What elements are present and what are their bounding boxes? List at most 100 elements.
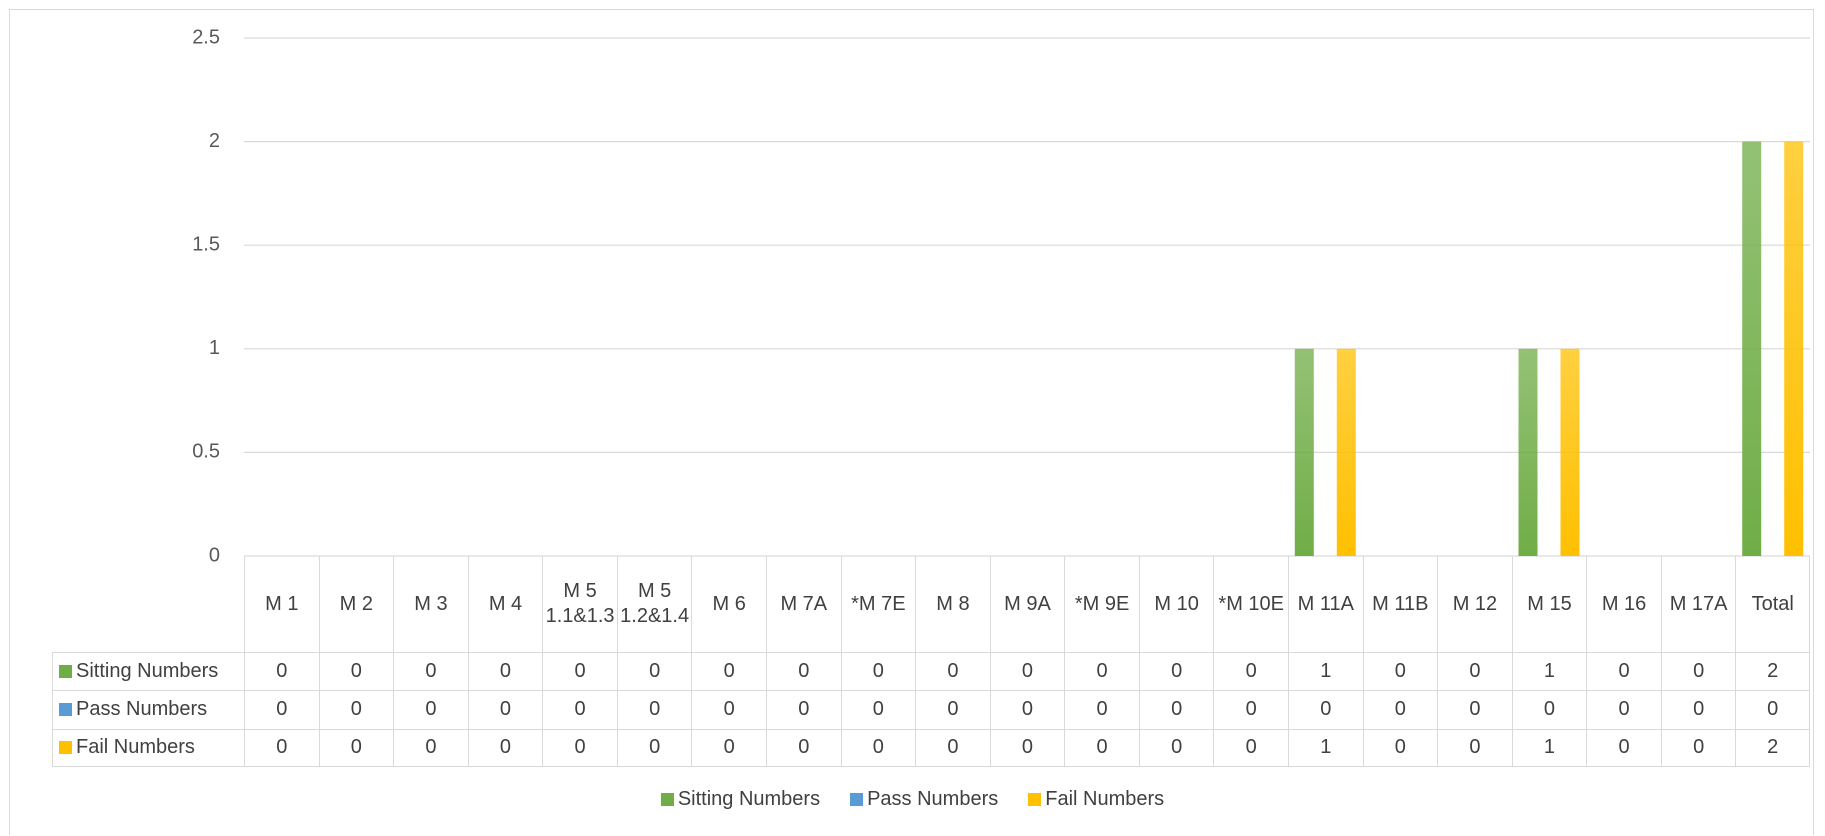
table-value: 0 (1213, 728, 1288, 767)
table-value: 0 (1064, 652, 1139, 691)
table-value: 0 (393, 690, 468, 729)
table-value: 0 (989, 690, 1065, 729)
row-label-text: Sitting Numbers (76, 660, 219, 683)
table-value: 0 (1138, 690, 1214, 729)
table-value: 0 (1660, 652, 1736, 691)
table-value: 1 (1288, 652, 1363, 691)
category-label: M 1 (244, 556, 319, 652)
table-value: 0 (393, 728, 468, 767)
category-label: M 6 (691, 556, 766, 652)
bar (1518, 348, 1538, 556)
bar (1742, 141, 1762, 556)
category-label: M 11A (1288, 556, 1363, 652)
category-label: Total (1735, 556, 1810, 652)
table-value: 0 (467, 652, 543, 691)
row-swatch (59, 665, 72, 679)
category-label: *M 9E (1064, 556, 1139, 652)
table-value: 0 (1437, 652, 1512, 691)
bar (1294, 348, 1314, 556)
table-value: 0 (542, 690, 617, 729)
table-value: 0 (915, 690, 990, 729)
legend-item: Pass Numbers (850, 788, 998, 811)
table-value: 0 (691, 652, 766, 691)
table-value: 0 (1138, 728, 1214, 767)
table-value: 2 (1735, 728, 1810, 767)
table-value: 1 (1511, 728, 1587, 767)
table-value: 1 (1288, 728, 1363, 767)
table-value: 0 (244, 652, 319, 691)
table-value: 0 (766, 728, 841, 767)
bar (1336, 348, 1356, 556)
legend-item: Sitting Numbers (660, 788, 820, 811)
y-tick-label: 0 (209, 544, 220, 566)
table-value: 0 (616, 690, 692, 729)
table-value: 0 (989, 652, 1065, 691)
table-value: 0 (1138, 652, 1214, 691)
category-label: M 5 1.1&1.3 (542, 556, 617, 652)
table-value: 0 (318, 690, 394, 729)
row-label: Pass Numbers (52, 690, 244, 729)
table-value: 0 (1362, 690, 1438, 729)
table-value: 0 (318, 652, 394, 691)
legend-item: Fail Numbers (1028, 788, 1164, 811)
table-value: 0 (1362, 728, 1438, 767)
table-value: 0 (840, 728, 916, 767)
table-value: 0 (1288, 690, 1363, 729)
y-tick-label: 1 (209, 337, 220, 359)
table-value: 0 (1586, 728, 1661, 767)
table-value: 0 (1735, 690, 1810, 729)
table-value: 0 (915, 652, 990, 691)
y-tick-label: 2 (209, 130, 220, 152)
table-value: 0 (542, 728, 617, 767)
legend-swatch (660, 793, 674, 806)
bar (1560, 348, 1580, 556)
category-label: M 17A (1660, 556, 1736, 652)
bar (1784, 141, 1804, 556)
table-value: 0 (1064, 690, 1139, 729)
y-tick-label: 1.5 (192, 233, 220, 255)
table-value: 0 (1586, 690, 1661, 729)
row-swatch (59, 741, 72, 755)
legend-swatch (850, 793, 864, 806)
category-label: M 15 (1511, 556, 1587, 652)
table-value: 0 (1064, 728, 1139, 767)
table-value: 0 (1437, 690, 1512, 729)
row-label-text: Fail Numbers (76, 736, 195, 759)
table-value: 0 (616, 728, 692, 767)
table-value: 0 (467, 728, 543, 767)
table-value: 0 (1437, 728, 1512, 767)
table-value: 0 (467, 690, 543, 729)
table-value: 1 (1511, 652, 1587, 691)
table-value: 0 (766, 690, 841, 729)
table-value: 0 (1511, 690, 1587, 729)
table-value: 0 (244, 690, 319, 729)
table-value: 0 (1586, 652, 1661, 691)
category-label: *M 7E (840, 556, 916, 652)
legend-swatch (1028, 793, 1042, 806)
table-value: 0 (1660, 690, 1736, 729)
table-value: 0 (616, 652, 692, 691)
category-label: *M 10E (1213, 556, 1288, 652)
row-label: Sitting Numbers (52, 652, 244, 691)
table-value: 0 (542, 652, 617, 691)
table-value: 0 (766, 652, 841, 691)
table-value: 0 (1362, 652, 1438, 691)
category-label: M 3 (393, 556, 468, 652)
category-label: M 2 (318, 556, 394, 652)
table-value: 0 (691, 690, 766, 729)
row-swatch (59, 703, 72, 717)
table-value: 0 (393, 652, 468, 691)
table-value: 0 (318, 728, 394, 767)
table-value: 0 (1213, 690, 1288, 729)
table-value: 2 (1735, 652, 1810, 691)
category-label: M 10 (1138, 556, 1214, 652)
category-label: M 5 1.2&1.4 (616, 556, 692, 652)
table-value: 0 (840, 652, 916, 691)
category-label: M 16 (1586, 556, 1661, 652)
table-value: 0 (915, 728, 990, 767)
table-value: 0 (244, 728, 319, 767)
category-label: M 7A (766, 556, 841, 652)
table-value: 0 (1213, 652, 1288, 691)
y-tick-label: 0.5 (192, 441, 220, 463)
legend: Sitting Numbers Pass Numbers Fail Numbers (0, 788, 1825, 811)
